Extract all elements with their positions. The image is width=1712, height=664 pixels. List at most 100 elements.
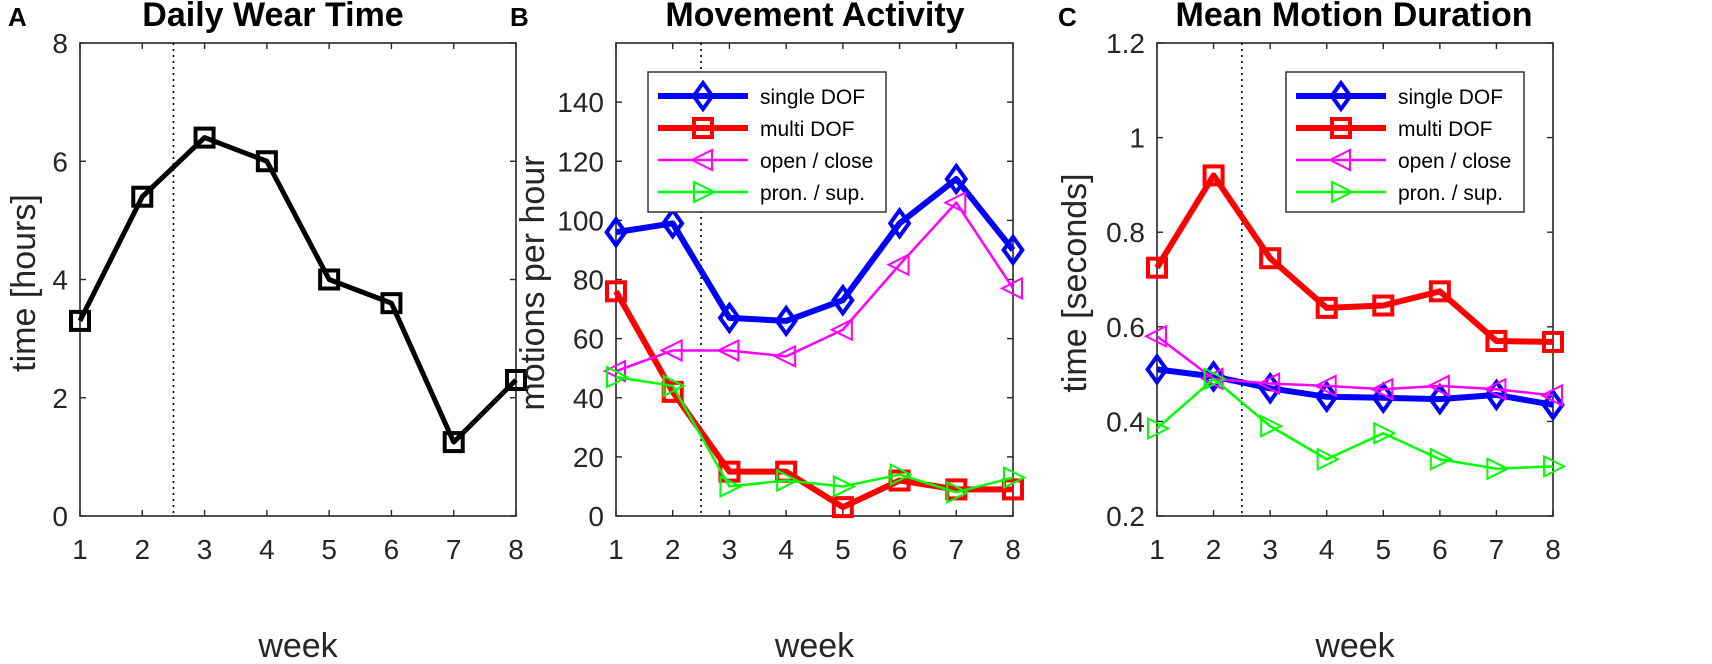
panel-c-ylabel: time [seconds] [1056,173,1094,392]
panel-a-series-wear-time-point [318,268,341,291]
panel-b-series-single-dof-line [615,175,1016,324]
panel-a-series-wear-time [69,126,527,454]
panel-c-legend-entry-label: multi DOF [1398,118,1493,141]
panel-c-series-multi-dof [1146,164,1564,353]
panel-a-xtick-label: 1 [72,534,88,565]
panel-c-series-single-dof-point [1541,388,1565,422]
panel-a-xtick-label: 5 [321,534,337,565]
panel-c: C Mean Motion Duration 1 2 3 4 5 6 7 8 0.2 0.4 0.6 0.… [1056,0,1567,664]
panel-b-xtick-label: 2 [665,534,681,565]
panel-b-series-single-dof-point [660,206,685,240]
panel-c-legend-entry-label: open / close [1398,150,1511,173]
panel-b-series-open-close-point [772,344,797,368]
panel-c-series-pron-sup-point [1260,414,1284,438]
panel-b-series-open-close-point [886,253,910,277]
panel-b-series-single-dof [604,162,1025,338]
panel-c-ytick-label: 0.8 [1106,217,1145,248]
panel-b-xtick-label: 7 [948,534,964,565]
panel-a-series-wear-time-point [131,185,154,208]
panel-c-series-pron-sup-point [1543,454,1567,478]
panel-b-ytick-label: 0 [588,501,604,532]
panel-c-series-pron-sup-point [1373,421,1397,445]
panel-a-series-wear-time-point [380,292,403,315]
panel-c-xtick-label: 8 [1545,534,1561,565]
panel-b-series-pron-sup-point [776,468,800,493]
panel-b-series-multi-dof-point [1002,478,1024,501]
panel-b-series-pron-sup-point [832,474,857,499]
panel-b-legend-entry-label: open / close [760,150,873,173]
panel-b-ytick-label: 100 [557,205,604,236]
panel-b-series-multi-dof [605,280,1024,519]
panel-b-series-pron-sup [606,365,1027,504]
panel-b-xtick-label: 3 [722,534,738,565]
panel-a-ytick-label: 8 [52,28,68,59]
panel-a-series-wear-time-point [69,309,91,332]
panel-c-legend-entry-marker [1330,117,1352,139]
panel-c-series-multi-dof-point [1542,330,1564,353]
panel-c-xlabel: week [1314,627,1395,664]
panel-c-series-single-dof-point [1201,360,1226,393]
panel-c-series-pron-sup [1147,367,1567,481]
panel-c-legend-entry-marker [1331,180,1355,204]
panel-c-ytick-label: 0.6 [1106,312,1145,343]
panel-c-title: Mean Motion Duration [1176,0,1533,34]
panel-b-series-single-dof-point [944,162,969,196]
panel-c-series-open-close-point [1483,377,1507,401]
panel-a-ytick-label: 6 [52,146,68,177]
panel-b-title: Movement Activity [665,0,964,34]
panel-c-xtick-label: 5 [1375,534,1391,565]
panel-b-xtick-label: 4 [778,534,794,565]
panel-b-series-open-close-point [716,338,740,363]
panel-c-series-open-close-point [1143,324,1167,348]
panel-b-ytick-label: 120 [557,146,604,177]
panel-c-series-multi-dof-point [1259,247,1282,270]
panel-c-legend: single DOF multi DOF open / close pron. / s… [1285,71,1525,213]
panel-c-series-open-close-point [1370,377,1394,401]
panel-b-series-pron-sup-point [662,374,686,398]
panel-b-xtick-label: 1 [608,534,624,565]
panel-a-xtick-label: 8 [508,534,524,565]
panel-b-legend-entry-marker [692,117,714,139]
panel-c-ytick-label: 1 [1129,123,1145,154]
panel-c-axes-box [1156,42,1554,517]
panel-b-series-pron-sup-point [1003,465,1027,490]
panel-b-legend-entry-label: multi DOF [760,118,855,141]
panel-b-legend-entry-marker [693,180,717,204]
panel-c-series-open-close-point [1426,374,1450,398]
panel-c-series-open-close-point [1313,374,1337,398]
panel-c-legend-entry-label: single DOF [1398,86,1503,109]
panel-b-series-single-dof-point [717,301,742,335]
panel-c-series-single-dof-point [1314,380,1339,414]
panel-b-legend-entry-marker [691,79,715,113]
panel-b-series-single-dof-point [887,206,912,240]
panel-a-xtick-label: 7 [446,534,462,565]
panel-b-legend-entry-label: pron. / sup. [760,182,865,205]
panel-a-xtick-label: 3 [197,534,213,565]
panel-a-xtick-label: 6 [384,534,400,565]
panel-c-series-multi-dof-point [1202,164,1225,187]
panel-b-legend-entry-marker [689,148,713,172]
panel-a: A Daily Wear Time 1 2 3 4 5 6 7 8 0 2 4 6 8 week time [h… [5,0,527,664]
panel-b-series-single-dof-point [604,215,628,249]
panel-c-xtick-label: 3 [1262,534,1278,565]
panel-b-series-open-close-point [829,318,853,342]
panel-c-xtick-label: 1 [1149,534,1165,565]
panel-b-xlabel: week [774,627,855,664]
panel-c-series-single-dof-point [1145,352,1169,386]
panel-b-series-pron-sup-point [719,474,743,499]
panel-c-xtick-label: 4 [1319,534,1335,565]
panel-b-ytick-label: 40 [573,383,604,414]
panel-c-ytick-label: 0.4 [1106,406,1145,437]
panel-b-series-single-dof-point [831,283,855,317]
panel-b-series-single-dof-point [774,304,798,338]
panel-a-title: Daily Wear Time [142,0,403,34]
panel-b-ytick-label: 140 [557,87,604,118]
panel-b-legend: single DOF multi DOF open / close pron. / s… [647,71,887,213]
panel-c-legend-entry-marker [1329,79,1353,113]
panel-c-series-multi-dof-point [1372,294,1395,317]
panel-b-ytick-label: 80 [573,265,604,296]
panel-b-xtick-label: 8 [1005,534,1021,565]
